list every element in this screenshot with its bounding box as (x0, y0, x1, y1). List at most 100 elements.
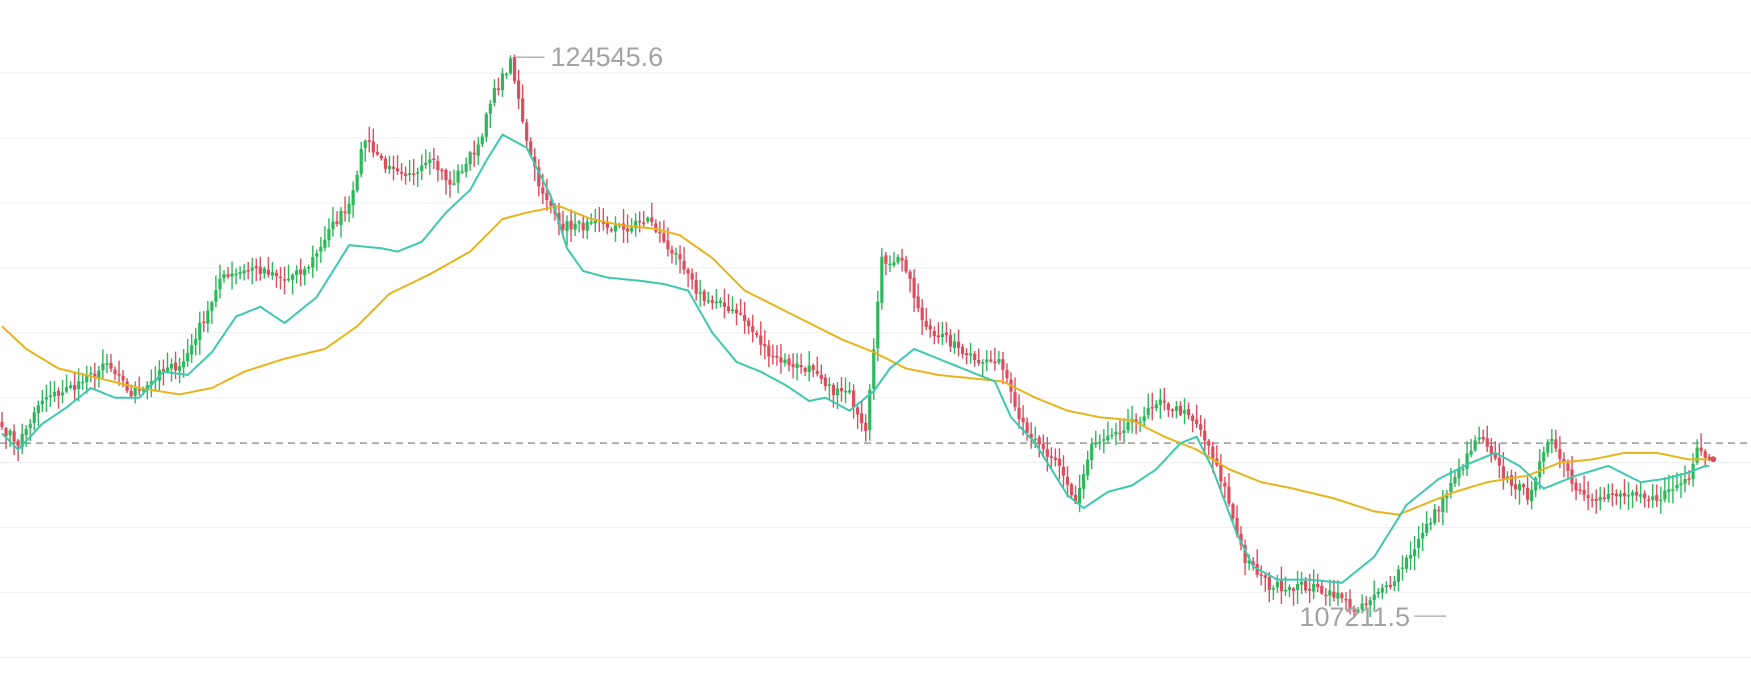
candle-body (706, 300, 710, 302)
candle (718, 297, 723, 308)
candle (807, 350, 811, 382)
candle (371, 128, 375, 158)
candle (1683, 465, 1687, 493)
candle-body (504, 73, 509, 76)
candle-body (1501, 466, 1505, 479)
candle (521, 84, 525, 124)
candle (1207, 439, 1211, 456)
candle (1384, 581, 1388, 594)
candle-body (1433, 509, 1437, 523)
candle-body (1267, 577, 1271, 591)
candle-body (327, 229, 331, 241)
candle (347, 195, 351, 223)
candle (274, 269, 279, 288)
candle-body (662, 233, 666, 242)
candle (496, 77, 501, 96)
candle (1368, 596, 1372, 618)
candle-body (702, 291, 706, 301)
candle (751, 314, 755, 343)
candle (585, 218, 589, 239)
candle (488, 100, 492, 129)
candle-body (686, 269, 690, 274)
candle-body (642, 222, 646, 224)
candle (1287, 584, 1292, 598)
candle (186, 338, 190, 367)
candle-body (1283, 589, 1288, 592)
candle (1602, 487, 1606, 502)
candle (880, 248, 884, 310)
candle-body (803, 367, 807, 372)
candle (1312, 569, 1316, 599)
candle (1316, 573, 1320, 593)
candle (1614, 489, 1618, 505)
candle-body (468, 152, 472, 165)
candle-body (1271, 588, 1275, 590)
candle-body (666, 240, 670, 250)
candle-body (40, 400, 44, 405)
candle (456, 164, 460, 194)
candle (173, 351, 178, 380)
candle (1251, 557, 1255, 571)
candle-body (694, 280, 698, 294)
candle (916, 283, 920, 313)
candle (775, 344, 779, 366)
candle (480, 133, 484, 148)
candle (1622, 479, 1627, 505)
candle-body (416, 172, 420, 174)
candle-body (932, 330, 936, 337)
candle-body (1061, 466, 1066, 476)
candle (1421, 522, 1425, 551)
candle (609, 226, 614, 233)
candle-body (1110, 434, 1114, 437)
candle-body (1481, 436, 1485, 440)
candle-body (331, 221, 335, 230)
candle (266, 257, 270, 278)
candle-body (815, 370, 819, 374)
candle-body (113, 369, 117, 375)
candle (1417, 526, 1421, 559)
candle (169, 358, 174, 382)
candle (738, 298, 743, 316)
candle (1279, 566, 1284, 605)
candle-body (1078, 487, 1082, 504)
candle (258, 256, 262, 281)
candle (932, 326, 936, 345)
candle (771, 344, 775, 365)
candle (60, 380, 65, 404)
candle (1481, 429, 1485, 443)
candle-body (1453, 477, 1457, 484)
candle-body (1489, 445, 1493, 454)
candle-body (924, 320, 928, 327)
candle-body (969, 353, 973, 356)
candle (1009, 372, 1013, 404)
candle-body (831, 384, 836, 396)
candle-body (783, 359, 787, 364)
candle (1025, 417, 1029, 441)
candle (363, 139, 367, 162)
candle (1186, 402, 1191, 420)
candle-body (577, 221, 581, 224)
candle-body (1299, 581, 1304, 585)
candle-body (1594, 498, 1598, 501)
candle (581, 214, 585, 239)
candle-body (1037, 437, 1041, 445)
candle (1497, 443, 1501, 479)
candle (888, 255, 892, 272)
candle-body (1441, 497, 1445, 513)
candle-body (605, 222, 609, 228)
candle-body (722, 302, 727, 307)
candle-body (472, 152, 476, 155)
candle-body (1534, 478, 1538, 491)
candle-body (1025, 422, 1029, 433)
candle (714, 289, 718, 309)
candle-body (1170, 409, 1175, 412)
candle (1626, 482, 1631, 510)
candle (1433, 503, 1437, 526)
candle-body (1509, 475, 1514, 486)
candle-body (335, 221, 339, 224)
candle (375, 144, 379, 156)
candle-body (101, 363, 105, 371)
candle-body (827, 384, 831, 386)
candle-body (1287, 587, 1292, 591)
candle (508, 55, 513, 76)
